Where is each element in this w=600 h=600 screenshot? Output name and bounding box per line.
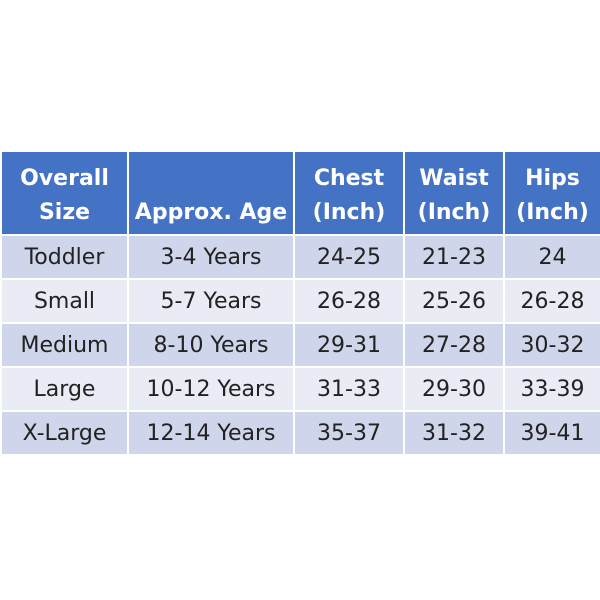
- table-cell: Medium: [0, 322, 129, 368]
- table-row: Large 10-12 Years 31-33 29-30 33-39: [0, 366, 600, 412]
- header-text: (Inch): [312, 200, 386, 225]
- size-table: Overall Size Approx. Age Chest (Inch) Waist (I…: [0, 150, 600, 456]
- table-cell: 26-28: [503, 278, 600, 324]
- table-cell: Large: [0, 366, 129, 412]
- table-cell: 26-28: [293, 278, 405, 324]
- table-cell: 31-33: [293, 366, 405, 412]
- size-chart: Overall Size Approx. Age Chest (Inch) Waist (I…: [0, 150, 600, 456]
- header-cell: Chest (Inch): [293, 150, 405, 236]
- table-cell: 24-25: [293, 234, 405, 280]
- table-cell: 25-26: [403, 278, 505, 324]
- table-cell: 31-32: [403, 410, 505, 456]
- table-row: Small 5-7 Years 26-28 25-26 26-28: [0, 278, 600, 324]
- table-cell: 35-37: [293, 410, 405, 456]
- table-cell: 30-32: [503, 322, 600, 368]
- table-row: Toddler 3-4 Years 24-25 21-23 24: [0, 234, 600, 280]
- header-cell: Overall Size: [0, 150, 129, 236]
- table-cell: X-Large: [0, 410, 129, 456]
- table-cell: Toddler: [0, 234, 129, 280]
- table-cell: 12-14 Years: [127, 410, 295, 456]
- table-cell: 27-28: [403, 322, 505, 368]
- header-text: Overall: [20, 166, 109, 191]
- table-body: Toddler 3-4 Years 24-25 21-23 24 Small 5-7 Yea…: [0, 234, 600, 456]
- table-cell: 29-30: [403, 366, 505, 412]
- header-text: (Inch): [516, 200, 589, 225]
- header-cell: Waist (Inch): [403, 150, 505, 236]
- table-cell: 39-41: [503, 410, 600, 456]
- table-cell: 8-10 Years: [127, 322, 295, 368]
- table-cell: 3-4 Years: [127, 234, 295, 280]
- table-row: X-Large 12-14 Years 35-37 31-32 39-41: [0, 410, 600, 456]
- table-row: Medium 8-10 Years 29-31 27-28 30-32: [0, 322, 600, 368]
- header-text: Waist: [419, 166, 489, 191]
- table-cell: 33-39: [503, 366, 600, 412]
- header-cell: Hips (Inch): [503, 150, 600, 236]
- table-cell: Small: [0, 278, 129, 324]
- table-cell: 24: [503, 234, 600, 280]
- table-cell: 29-31: [293, 322, 405, 368]
- table-cell: 21-23: [403, 234, 505, 280]
- table-cell: 5-7 Years: [127, 278, 295, 324]
- header-text: Approx. Age: [134, 200, 288, 225]
- header-text: (Inch): [417, 200, 491, 225]
- header-row: Overall Size Approx. Age Chest (Inch) Waist (I…: [0, 150, 600, 236]
- header-text: Chest: [313, 166, 385, 191]
- header-text: Hips: [525, 166, 580, 191]
- header-text: Size: [38, 200, 91, 225]
- table-cell: 10-12 Years: [127, 366, 295, 412]
- header-cell: Approx. Age: [127, 150, 295, 236]
